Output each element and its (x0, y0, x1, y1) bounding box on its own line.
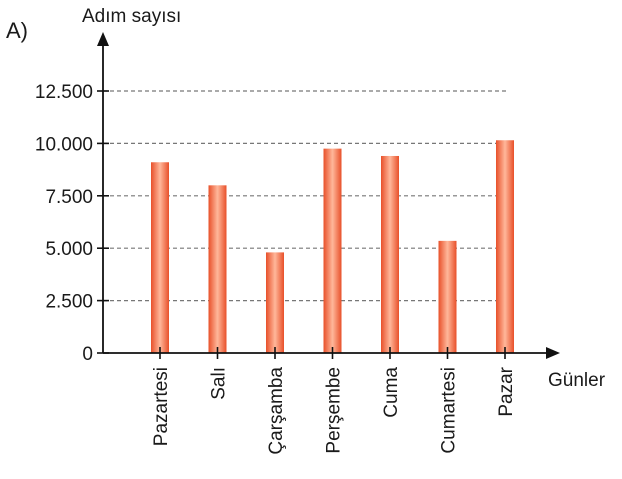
bar (496, 140, 514, 353)
bar (323, 148, 342, 353)
x-category-label: Salı (209, 367, 230, 400)
y-axis-arrow (97, 32, 109, 46)
x-category-label: Pazartesi (151, 367, 172, 446)
y-tick-labels: 0 2.500 5.000 7.500 10.000 12.500 (35, 82, 93, 365)
y-tick-label: 2.500 (45, 292, 93, 313)
x-category-label: Çarşamba (266, 367, 287, 455)
bar (381, 155, 399, 353)
bar (208, 185, 227, 353)
y-tick-label: 10.000 (35, 134, 93, 155)
bar (151, 162, 169, 353)
x-category-label: Perşembe (324, 367, 345, 454)
panel-label: A) (6, 18, 28, 43)
y-tick-label: 7.500 (45, 187, 93, 208)
bar (266, 252, 284, 353)
x-category-label: Cumartesi (439, 367, 460, 454)
x-category-label: Pazar (496, 366, 517, 416)
bars (151, 140, 514, 353)
x-axis-title: Günler (548, 370, 606, 391)
x-category-label: Cuma (381, 367, 402, 418)
axes (97, 32, 560, 359)
y-tick-label: 5.000 (45, 239, 93, 260)
x-axis-arrow (546, 347, 560, 359)
y-tick-label: 0 (82, 344, 93, 365)
x-category-labels: Pazartesi Salı Çarşamba Perşembe Cuma Cumarte… (151, 366, 517, 454)
bar (438, 240, 457, 353)
y-tick-label: 12.500 (35, 82, 93, 103)
y-axis-title: Adım sayısı (82, 6, 181, 27)
